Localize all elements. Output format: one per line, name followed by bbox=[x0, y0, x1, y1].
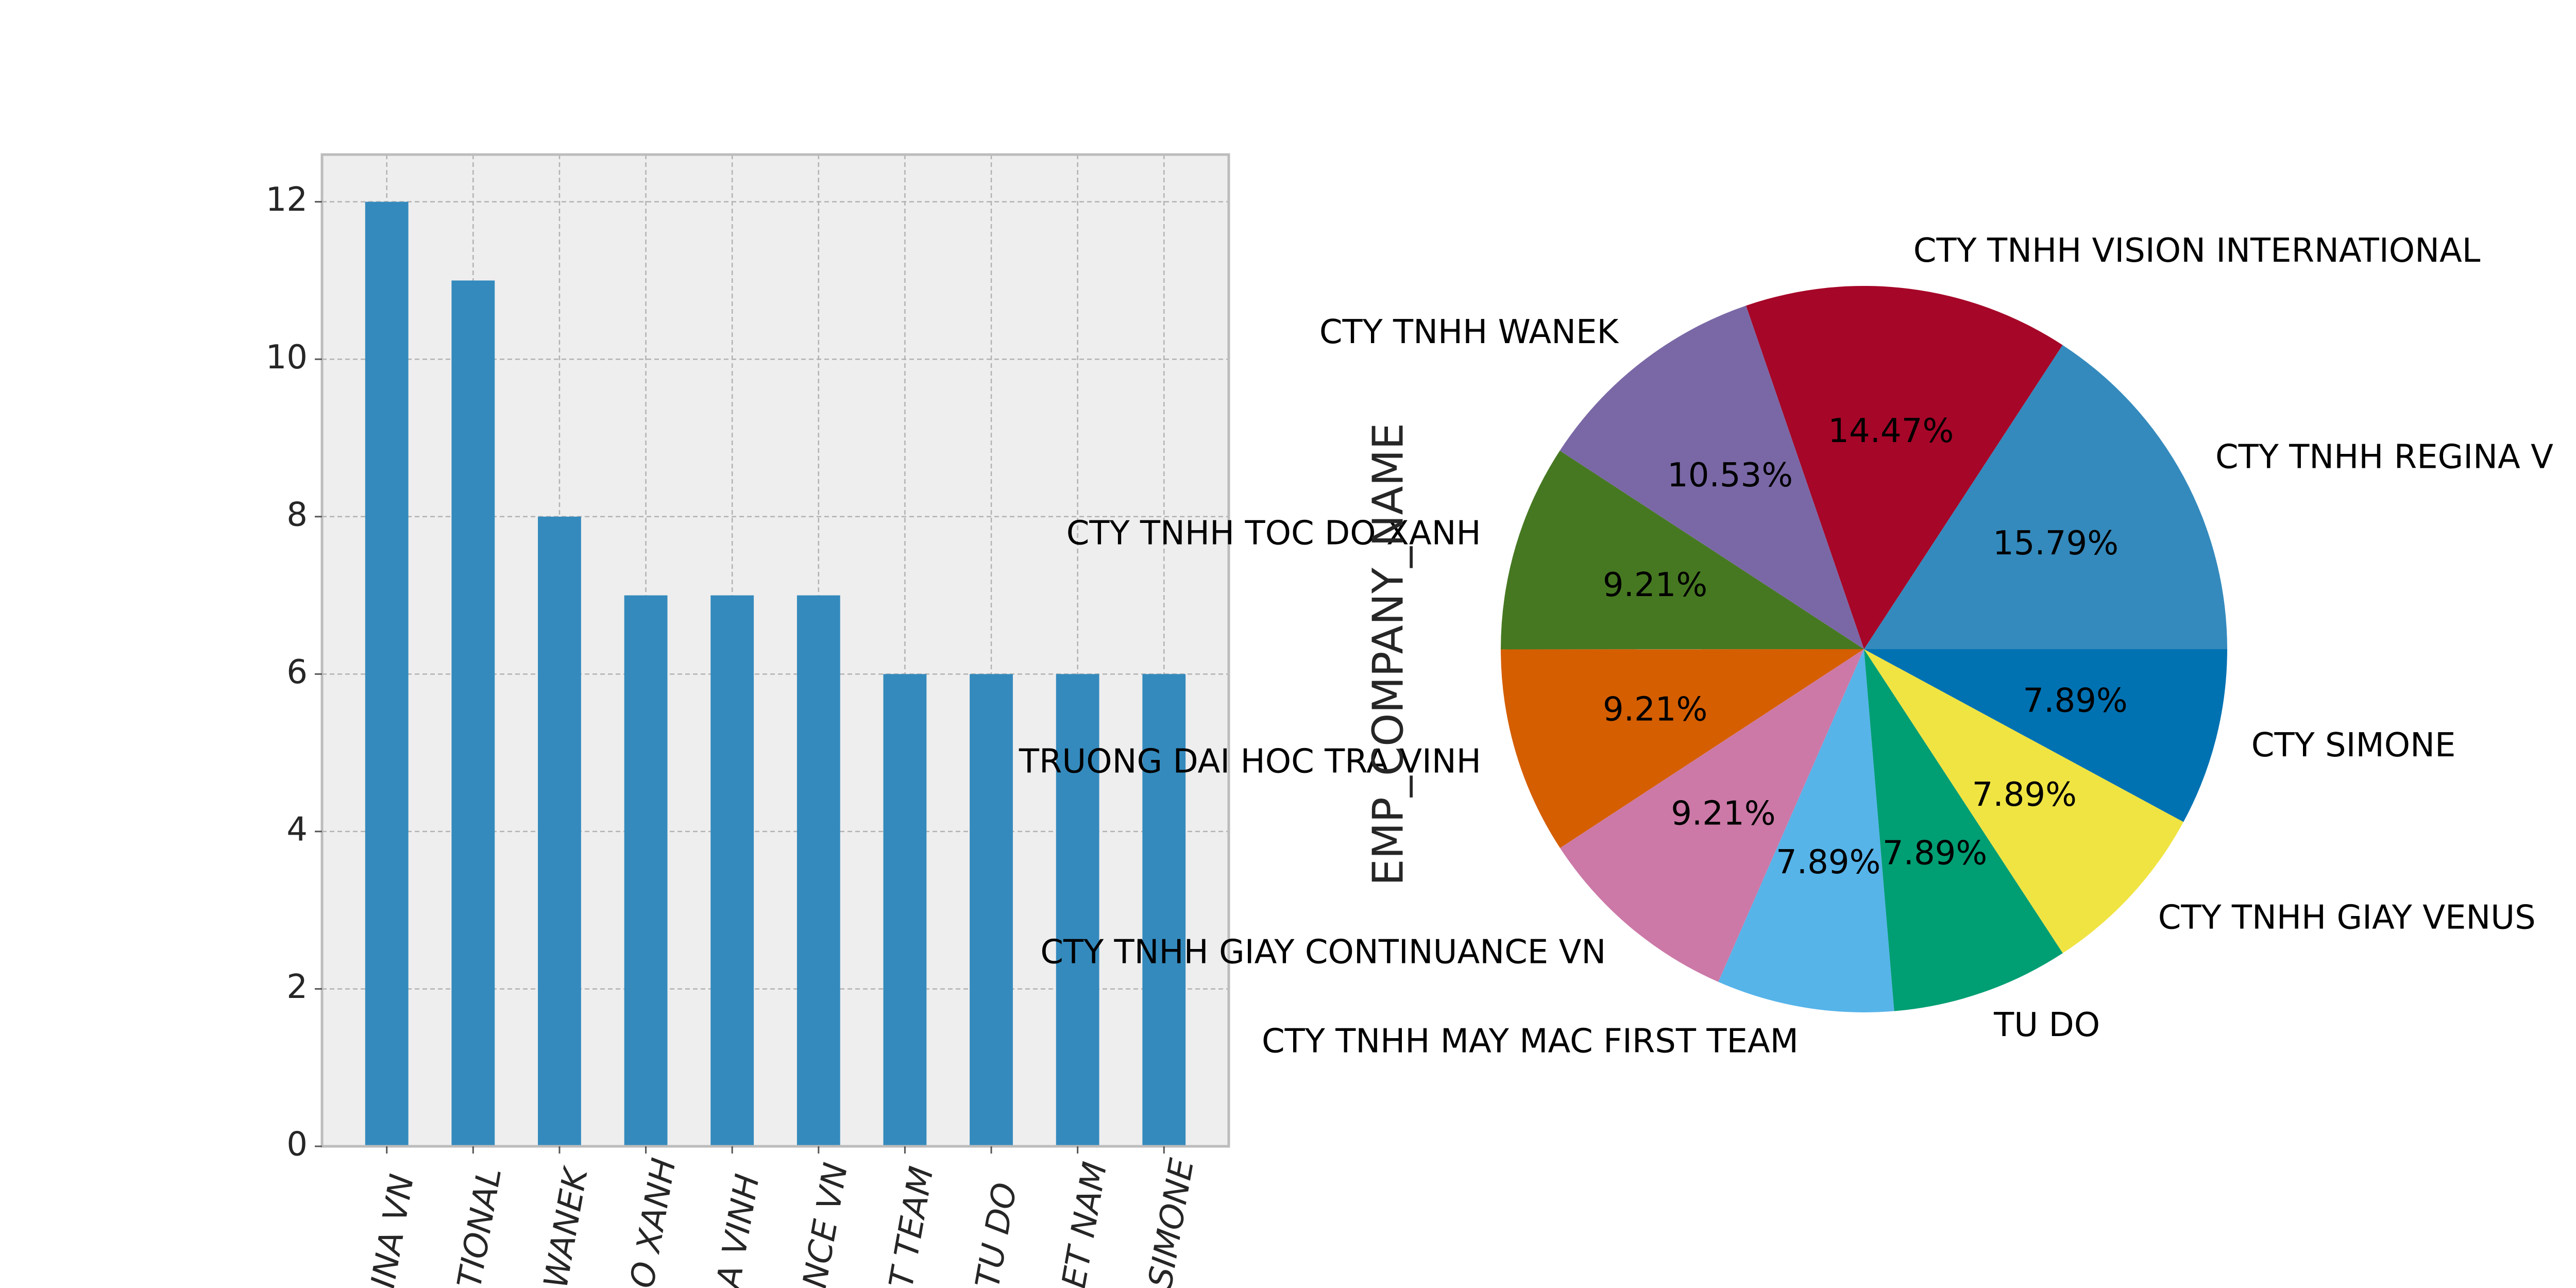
bar-y-axis: 0 2 4 6 8 10 12 bbox=[266, 181, 322, 1164]
pie-slice-cty-tnhh-may-mac-first-team bbox=[1718, 649, 1894, 1012]
bar-cty-tnhh-giay-venus-viet-nam bbox=[1056, 674, 1099, 1146]
pie-percent-label: 15.79% bbox=[1993, 524, 2119, 563]
pie-percent-label: 14.47% bbox=[1828, 412, 1954, 450]
pie-outer-label: CTY TNHH GIAY CONTINUANCE VN bbox=[1040, 934, 1606, 972]
bar-cty-simone bbox=[1142, 674, 1186, 1146]
pie-outer-label: CTY SIMONE bbox=[2251, 726, 2456, 765]
pie-outer-label: TU DO bbox=[1993, 1006, 2100, 1044]
y-tick-label: 2 bbox=[286, 968, 308, 1006]
pie-percent-label: 7.89% bbox=[1776, 843, 1880, 882]
pie-slice-cty-tnhh-giay-continuance-vn bbox=[1560, 649, 1864, 982]
pie-chart: 15.79%14.47%10.53%9.21%9.21%9.21%7.89% 7.… bbox=[1019, 232, 2553, 1061]
pie-slice-cty-tnhh-giay-venus-viet-nam bbox=[1864, 649, 2184, 954]
bar-series bbox=[365, 201, 1186, 1147]
y-tick-label: 6 bbox=[286, 653, 308, 691]
pie-outer-labels: CTY TNHH REGINA V CTY TNHH VISION INTERNA… bbox=[1019, 232, 2553, 1061]
pie-slice-cty-tnhh-regina-vn bbox=[1864, 345, 2227, 649]
pie-outer-label: CTY TNHH MAY MAC FIRST TEAM bbox=[1262, 1023, 1799, 1061]
pie-slice-cty-tnhh-wanek bbox=[1560, 306, 1864, 649]
pie-percent-label: 9.21% bbox=[1603, 691, 1707, 729]
pie-outer-label: CTY TNHH TOC DO XANH bbox=[1066, 515, 1481, 553]
pie-percent-label: 7.89% bbox=[1972, 776, 2077, 814]
pie-outer-label: CTY TNHH REGINA V bbox=[2215, 438, 2553, 476]
bar-cty-tnhh-vision-international bbox=[451, 280, 495, 1146]
y-tick-label: 4 bbox=[286, 810, 308, 849]
pie-percent-label: 9.21% bbox=[1603, 566, 1707, 604]
pie-outer-label: TRUONG DAI HOC TRA VINH bbox=[1019, 742, 1481, 781]
bar-cty-tnhh-may-mac-first-team bbox=[883, 674, 927, 1146]
bar-cty-tnhh-giay-continuance-vn bbox=[796, 595, 840, 1146]
bar-cty-tnhh-regina-vn bbox=[365, 201, 409, 1147]
y-tick-label: 12 bbox=[266, 181, 308, 219]
pie-y-axis-label: EMP_COMPANY_NAME bbox=[1364, 423, 1413, 886]
pie-slice-cty-tnhh-vision-international bbox=[1745, 286, 2063, 649]
bar-plot-frame bbox=[320, 153, 1230, 1148]
bar-cty-tnhh-toc-do-xanh bbox=[624, 595, 668, 1146]
bar-truong-dai-hoc-tra-vinh bbox=[710, 595, 754, 1146]
bar-cty-tnhh-wanek bbox=[538, 516, 581, 1146]
pie-series bbox=[1501, 286, 2227, 1012]
pie-slice-truong-dai-hoc-tra-vinh bbox=[1501, 649, 1864, 849]
pie-percent-labels: 15.79%14.47%10.53%9.21%9.21%9.21%7.89% 7.… bbox=[1603, 412, 2128, 882]
bar-tu-do bbox=[970, 674, 1013, 1146]
pie-slice-tu-do bbox=[1864, 649, 2063, 1011]
pie-percent-label: 7.89% bbox=[2023, 682, 2127, 720]
y-tick-label: 10 bbox=[266, 338, 308, 377]
pie-percent-label: 7.89% bbox=[1883, 835, 1987, 873]
pie-slice-cty-simone bbox=[1864, 649, 2227, 822]
y-tick-label: 8 bbox=[286, 496, 308, 534]
y-tick-label: 0 bbox=[286, 1126, 308, 1164]
pie-percent-label: 9.21% bbox=[1671, 795, 1775, 833]
pie-slice-cty-tnhh-toc-do-xanh bbox=[1501, 450, 1864, 650]
pie-outer-label: CTY TNHH GIAY VENUS bbox=[2158, 899, 2536, 937]
pie-percent-label: 10.53% bbox=[1667, 456, 1793, 495]
pie-outer-label: CTY TNHH VISION INTERNATIONAL bbox=[1913, 232, 2481, 270]
pie-outer-label: CTY TNHH WANEK bbox=[1319, 313, 1620, 351]
